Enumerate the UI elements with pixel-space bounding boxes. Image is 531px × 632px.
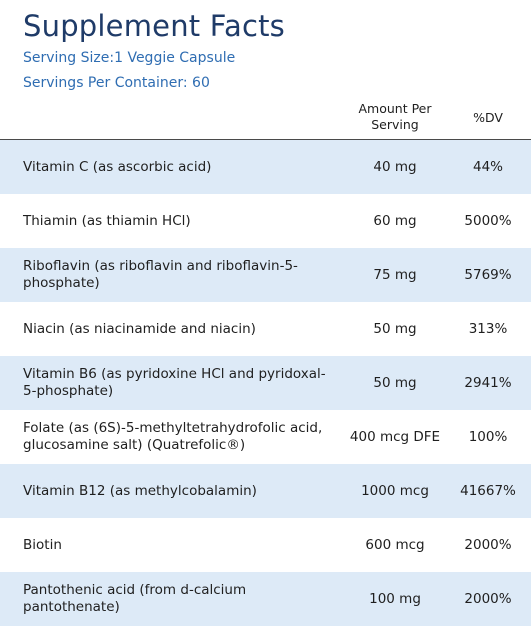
nutrient-dv: 5769% [464,267,512,283]
nutrient-name: Riboflavin (as riboflavin and riboflavin… [23,258,298,291]
table-row: Pantothenic acid (from d-calcium pantoth… [0,572,531,626]
nutrient-name: Vitamin B12 (as methylcobalamin) [23,482,257,499]
nutrient-name: Vitamin B6 (as pyridoxine HCl and pyrido… [23,366,326,399]
panel-title: Supplement Facts [23,9,285,43]
nutrient-dv: 100% [468,429,508,445]
table-row: Vitamin B12 (as methylcobalamin) 1000 mc… [0,464,531,518]
table-row: Vitamin C (as ascorbic acid) 40 mg 44% [0,140,531,194]
nutrient-dv: 44% [472,159,503,175]
nutrient-name: Pantothenic acid (from d-calcium pantoth… [23,582,247,615]
nutrient-amount: 50 mg [373,375,417,391]
nutrient-name: Niacin (as niacinamide and niacin) [23,320,256,337]
nutrient-amount: 60 mg [373,213,417,229]
nutrient-dv: 5000% [464,213,512,229]
daily-value-header: %DV [473,110,503,125]
servings-per-container: Servings Per Container: 60 [23,75,210,91]
nutrient-dv: 2000% [464,591,512,607]
table-row: Folate (as (6S)-5-methyltetrahydrofolic … [0,410,531,464]
nutrient-dv: 2941% [464,375,512,391]
table-row: Vitamin B6 (as pyridoxine HCl and pyrido… [0,356,531,410]
header-divider [0,139,531,140]
serving-size: Serving Size:1 Veggie Capsule [23,50,236,66]
nutrient-amount: 600 mcg [365,537,425,553]
table-row: Niacin (as niacinamide and niacin) 50 mg… [0,302,531,356]
nutrient-name: Thiamin (as thiamin HCl) [23,212,191,229]
nutrient-amount: 100 mg [369,591,421,607]
nutrient-amount: 400 mcg DFE [349,429,441,445]
nutrient-name: Folate (as (6S)-5-methyltetrahydrofolic … [23,420,323,453]
nutrient-amount: 1000 mcg [361,483,429,499]
table-row: Thiamin (as thiamin HCl) 60 mg 5000% [0,194,531,248]
nutrient-name: Vitamin C (as ascorbic acid) [23,158,212,175]
amount-header-line-1: Amount Per [358,101,432,116]
nutrient-amount: 50 mg [373,321,417,337]
nutrient-dv: 313% [468,321,508,337]
nutrient-amount: 40 mg [373,159,417,175]
table-row: Riboflavin (as riboflavin and riboflavin… [0,248,531,302]
nutrient-dv: 41667% [460,483,516,499]
amount-per-serving-header: Amount Per Serving [340,101,450,133]
nutrient-name: Biotin [23,536,62,553]
nutrient-table: Vitamin C (as ascorbic acid) 40 mg 44% T… [0,140,531,626]
nutrient-amount: 75 mg [373,267,417,283]
amount-header-line-2: Serving [371,117,419,132]
table-row: Biotin 600 mcg 2000% [0,518,531,572]
nutrient-dv: 2000% [464,537,512,553]
